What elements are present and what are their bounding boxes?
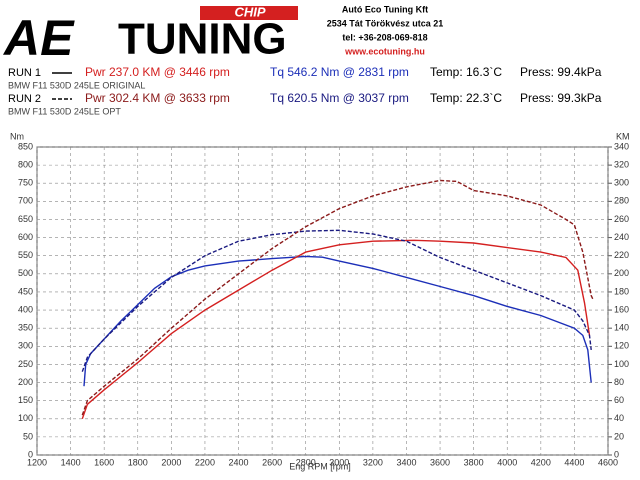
run-press: Press: 99.4kPa	[520, 65, 602, 79]
y2-tick-label: 120	[614, 341, 629, 351]
run-torque: Tq 620.5 Nm @ 3037 rpm	[270, 91, 409, 105]
y-tick-label: 500	[18, 268, 33, 278]
x-tick-label: 3400	[396, 457, 416, 467]
logo-chip: CHIP	[234, 4, 265, 19]
y-tick-label: 550	[18, 250, 33, 260]
run-temp: Temp: 16.3`C	[430, 65, 502, 79]
x-tick-label: 3000	[329, 457, 349, 467]
y2-tick-label: 320	[614, 159, 629, 169]
y-tick-label: 600	[18, 232, 33, 242]
x-tick-label: 2800	[296, 457, 316, 467]
y2-tick-label: 160	[614, 304, 629, 314]
y-tick-label: 750	[18, 178, 33, 188]
run-power: Pwr 302.4 KM @ 3633 rpm	[85, 91, 230, 105]
run-press: Press: 99.3kPa	[520, 91, 602, 105]
x-tick-label: 2200	[195, 457, 215, 467]
company-phone: tel: +36-208-069-818	[342, 32, 427, 42]
y-tick-label: 0	[28, 449, 33, 459]
x-tick-label: 3200	[363, 457, 383, 467]
x-tick-label: 3600	[430, 457, 450, 467]
y-tick-label: 250	[18, 359, 33, 369]
logo-tuning: TUNING	[118, 15, 287, 64]
series-line	[81, 179, 594, 416]
logo-ae: AE	[2, 10, 75, 66]
run-power: Pwr 237.0 KM @ 3446 rpm	[85, 65, 230, 79]
y2-tick-label: 40	[614, 413, 624, 423]
y2-tick-label: 60	[614, 395, 624, 405]
y2-tick-label: 80	[614, 377, 624, 387]
x-tick-label: 2600	[262, 457, 282, 467]
x-tick-label: 1400	[61, 457, 81, 467]
y-tick-label: 350	[18, 323, 33, 333]
y-tick-label: 100	[18, 413, 33, 423]
y-axis-label: Nm	[10, 131, 24, 141]
y-tick-label: 650	[18, 214, 33, 224]
series-line	[81, 239, 591, 420]
series-line	[83, 255, 592, 387]
y-tick-label: 300	[18, 341, 33, 351]
series-line	[81, 229, 592, 372]
x-tick-label: 4000	[497, 457, 517, 467]
plot-frame	[36, 146, 609, 456]
y-tick-label: 200	[18, 377, 33, 387]
y-tick-label: 850	[18, 141, 33, 151]
x-tick-label: 1800	[128, 457, 148, 467]
x-axis-label: Eng RPM [rpm]	[289, 461, 351, 471]
y2-tick-label: 100	[614, 359, 629, 369]
y-tick-label: 800	[18, 159, 33, 169]
logo-bar	[200, 6, 298, 20]
company-name: Autó Eco Tuning Kft	[342, 4, 428, 14]
x-tick-label: 1600	[94, 457, 114, 467]
company-web: www.ecotuning.hu	[344, 46, 425, 56]
y2-tick-label: 260	[614, 214, 629, 224]
y2-tick-label: 240	[614, 232, 629, 242]
y2-tick-label: 20	[614, 431, 624, 441]
company-address: 2534 Tát Törökvész utca 21	[327, 18, 444, 28]
x-tick-label: 1200	[27, 457, 47, 467]
y2-tick-label: 340	[614, 141, 629, 151]
y2-tick-label: 220	[614, 250, 629, 260]
run-label: RUN 1	[8, 67, 41, 79]
y-tick-label: 400	[18, 304, 33, 314]
y2-tick-label: 140	[614, 323, 629, 333]
y2-tick-label: 180	[614, 286, 629, 296]
run-car: BMW F11 530D 245LE OPT	[8, 106, 121, 116]
y-tick-label: 50	[23, 431, 33, 441]
y-tick-label: 150	[18, 395, 33, 405]
y2-tick-label: 300	[614, 178, 629, 188]
x-tick-label: 2400	[229, 457, 249, 467]
run-car: BMW F11 530D 245LE ORIGINAL	[8, 80, 145, 90]
y-tick-label: 450	[18, 286, 33, 296]
y-tick-label: 700	[18, 196, 33, 206]
y2-tick-label: 280	[614, 196, 629, 206]
run-label: RUN 2	[8, 93, 41, 105]
x-tick-label: 4400	[564, 457, 584, 467]
y2-tick-label: 200	[614, 268, 629, 278]
x-tick-label: 2000	[161, 457, 181, 467]
y2-axis-label: KM	[616, 131, 630, 141]
x-tick-label: 4600	[598, 457, 618, 467]
x-tick-label: 4200	[531, 457, 551, 467]
y2-tick-label: 0	[614, 449, 619, 459]
run-temp: Temp: 22.3`C	[430, 91, 502, 105]
x-tick-label: 3800	[464, 457, 484, 467]
run-torque: Tq 546.2 Nm @ 2831 rpm	[270, 65, 409, 79]
